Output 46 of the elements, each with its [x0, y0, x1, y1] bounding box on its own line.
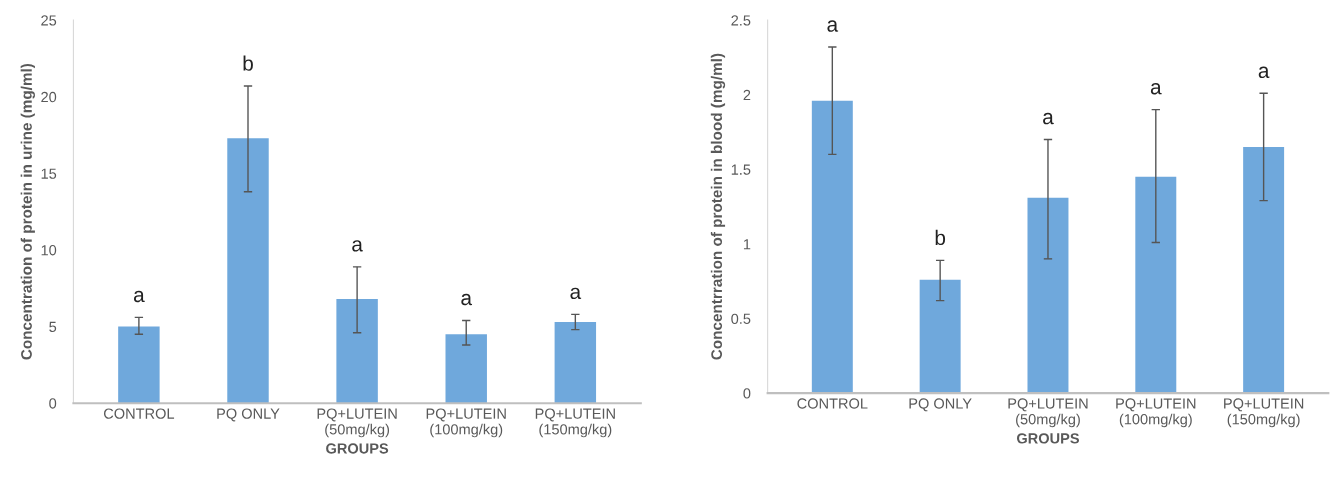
annotation: b [935, 229, 946, 246]
y-tick-label: 5 [49, 321, 57, 333]
x-tick-label: CONTROL [797, 398, 868, 409]
bar [811, 100, 853, 394]
y-tick-label: 2 [743, 89, 751, 101]
y-tick-label: 25 [41, 15, 57, 26]
annotation: a [827, 20, 839, 32]
y-tick-label: 1 [743, 239, 751, 250]
bar [1135, 176, 1177, 394]
annotation: a [1150, 83, 1162, 95]
bar [227, 138, 269, 404]
bar [1243, 146, 1285, 394]
x-tick-label: PQ ONLY [909, 398, 972, 412]
y-tick-label: 1.5 [731, 164, 751, 175]
bar [919, 279, 961, 394]
y-tick-label: 0.5 [731, 313, 751, 324]
x-tick-label: CONTROL [103, 408, 175, 419]
annotation: a [1043, 112, 1054, 125]
bar [336, 299, 378, 404]
annotation: b [243, 55, 253, 71]
x-tick-label: PQ+LUTEIN (50mg/kg) [1008, 398, 1088, 428]
bar [118, 326, 160, 404]
y-tick-label: 10 [41, 245, 57, 256]
x-tick-label: PQ+LUTEIN (150mg/kg) [1224, 398, 1304, 428]
annotation: a [570, 287, 582, 300]
y-tick-label: 15 [41, 168, 57, 179]
annotation: a [1258, 66, 1270, 79]
annotation: a [133, 290, 145, 303]
x-tick-label: PQ+LUTEIN (50mg/kg) [317, 408, 397, 438]
x-tick-label: PQ+LUTEIN (100mg/kg) [1116, 398, 1196, 428]
x-tick-label: PQ ONLY [217, 408, 280, 422]
y-tick-label: 20 [41, 91, 57, 103]
x-axis-title: GROUPS [1016, 433, 1080, 444]
y-tick-label: 0 [743, 388, 751, 399]
x-tick-label: PQ+LUTEIN (150mg/kg) [535, 408, 615, 438]
x-tick-label: PQ+LUTEIN (100mg/kg) [426, 408, 506, 438]
y-tick-label: 0 [49, 398, 57, 409]
bar [445, 334, 487, 404]
y-axis-title: Concentration of protein in urine (mg/ml) [20, 63, 35, 360]
y-tick-label: 2.5 [731, 15, 751, 26]
x-axis-title: GROUPS [326, 443, 389, 454]
annotation: a [352, 240, 363, 252]
annotation: a [461, 293, 473, 306]
bar [1027, 197, 1069, 394]
bar [554, 322, 597, 404]
y-axis-title: Concentrration of protein in blood (mg/ml) [710, 53, 726, 360]
